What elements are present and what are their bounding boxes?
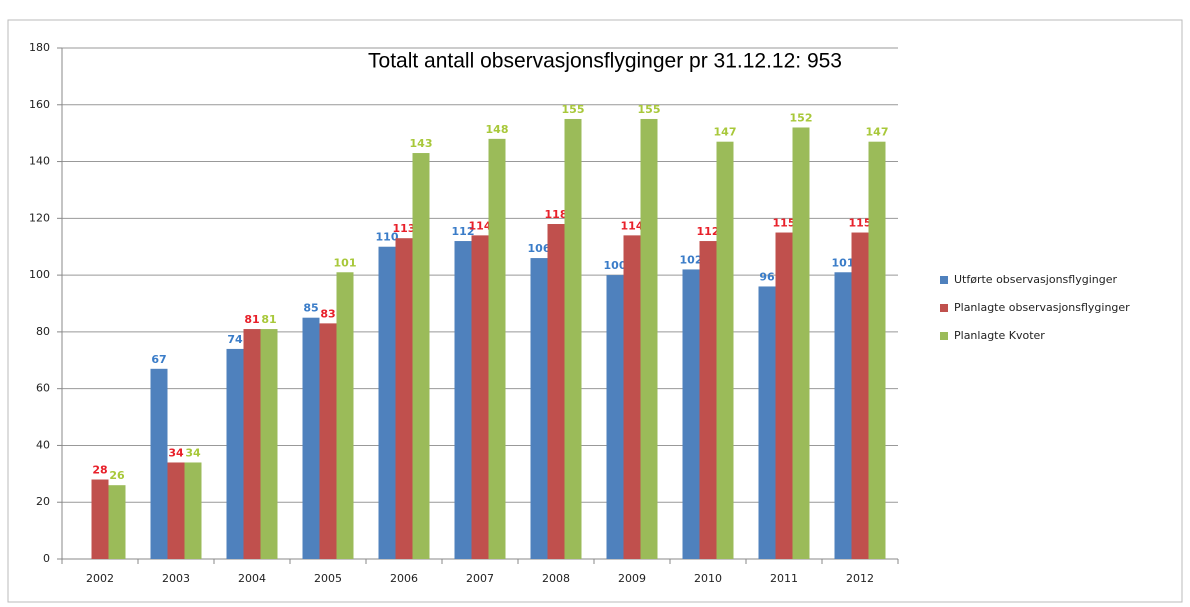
bar [302,317,320,559]
data-label: 85 [303,302,318,315]
data-label: 114 [621,219,644,232]
data-label: 155 [638,103,661,116]
bar [716,141,734,559]
x-tick-label: 2004 [238,572,266,585]
legend-label: Utførte observasjonsflyginger [954,273,1117,286]
bar [699,241,717,560]
data-label: 115 [773,217,796,230]
bar [682,269,700,559]
data-label: 28 [92,464,107,477]
bar [319,323,337,559]
bar [167,462,185,559]
data-label: 74 [227,333,243,346]
data-label: 34 [185,446,201,459]
y-tick-label: 60 [36,382,50,395]
bar [226,348,244,559]
bar [640,118,658,559]
bar [834,272,852,559]
data-label: 115 [849,217,872,230]
data-label: 152 [790,111,813,124]
x-tick-label: 2009 [618,572,646,585]
bar [150,368,168,559]
x-tick-label: 2012 [846,572,874,585]
bar [488,138,506,559]
data-label: 106 [528,242,551,255]
x-tick-label: 2010 [694,572,722,585]
legend-label: Planlagte Kvoter [954,329,1045,342]
data-label: 100 [604,259,627,272]
data-label: 34 [168,446,184,459]
data-label: 147 [866,126,889,139]
data-label: 112 [452,225,475,238]
bar [851,232,869,559]
data-label: 114 [469,219,492,232]
x-tick-label: 2008 [542,572,570,585]
bar [606,275,624,559]
bar [547,224,565,559]
y-tick-label: 0 [43,552,50,565]
y-tick-label: 20 [36,495,50,508]
bar [336,272,354,559]
bar [471,235,489,559]
x-tick-label: 2005 [314,572,342,585]
legend-swatch [940,332,948,340]
data-label: 113 [393,222,416,235]
y-tick-label: 100 [29,268,50,281]
data-label: 143 [410,137,433,150]
x-tick-label: 2011 [770,572,798,585]
x-tick-label: 2003 [162,572,190,585]
y-tick-label: 140 [29,155,50,168]
data-label: 96 [759,270,775,283]
data-label: 83 [320,307,335,320]
data-label: 67 [151,353,166,366]
data-label: 101 [832,256,855,269]
legend-swatch [940,276,948,284]
bar [260,329,278,559]
bar [395,238,413,559]
bar [530,258,548,559]
legend-label: Planlagte observasjonsflyginger [954,301,1130,314]
chart-title: Totalt antall observasjonsflyginger pr 3… [368,50,842,73]
bar [412,153,430,560]
bar [91,479,109,559]
bar [378,246,396,559]
data-label: 101 [334,256,357,269]
legend-swatch [940,304,948,312]
data-label: 102 [680,253,703,266]
data-label: 110 [376,231,399,244]
data-label: 147 [714,126,737,139]
data-label: 81 [261,313,276,326]
bar [108,485,126,559]
chart-frame [7,19,1183,603]
bar [868,141,886,559]
bar [792,127,810,559]
bar [564,118,582,559]
bar [184,462,202,559]
y-tick-label: 40 [36,438,50,451]
data-label: 148 [486,123,509,136]
x-tick-label: 2007 [466,572,494,585]
data-label: 26 [109,469,125,482]
data-label: 112 [697,225,720,238]
bar [243,329,261,559]
bar [758,286,776,559]
bar [454,241,472,560]
y-tick-label: 160 [29,98,50,111]
data-label: 155 [562,103,585,116]
y-tick-label: 120 [29,211,50,224]
y-tick-label: 180 [29,41,50,54]
data-label: 118 [545,208,568,221]
bar [775,232,793,559]
x-tick-label: 2002 [86,572,114,585]
y-tick-label: 80 [36,325,50,338]
data-label: 81 [244,313,259,326]
x-tick-label: 2006 [390,572,418,585]
bar [623,235,641,559]
